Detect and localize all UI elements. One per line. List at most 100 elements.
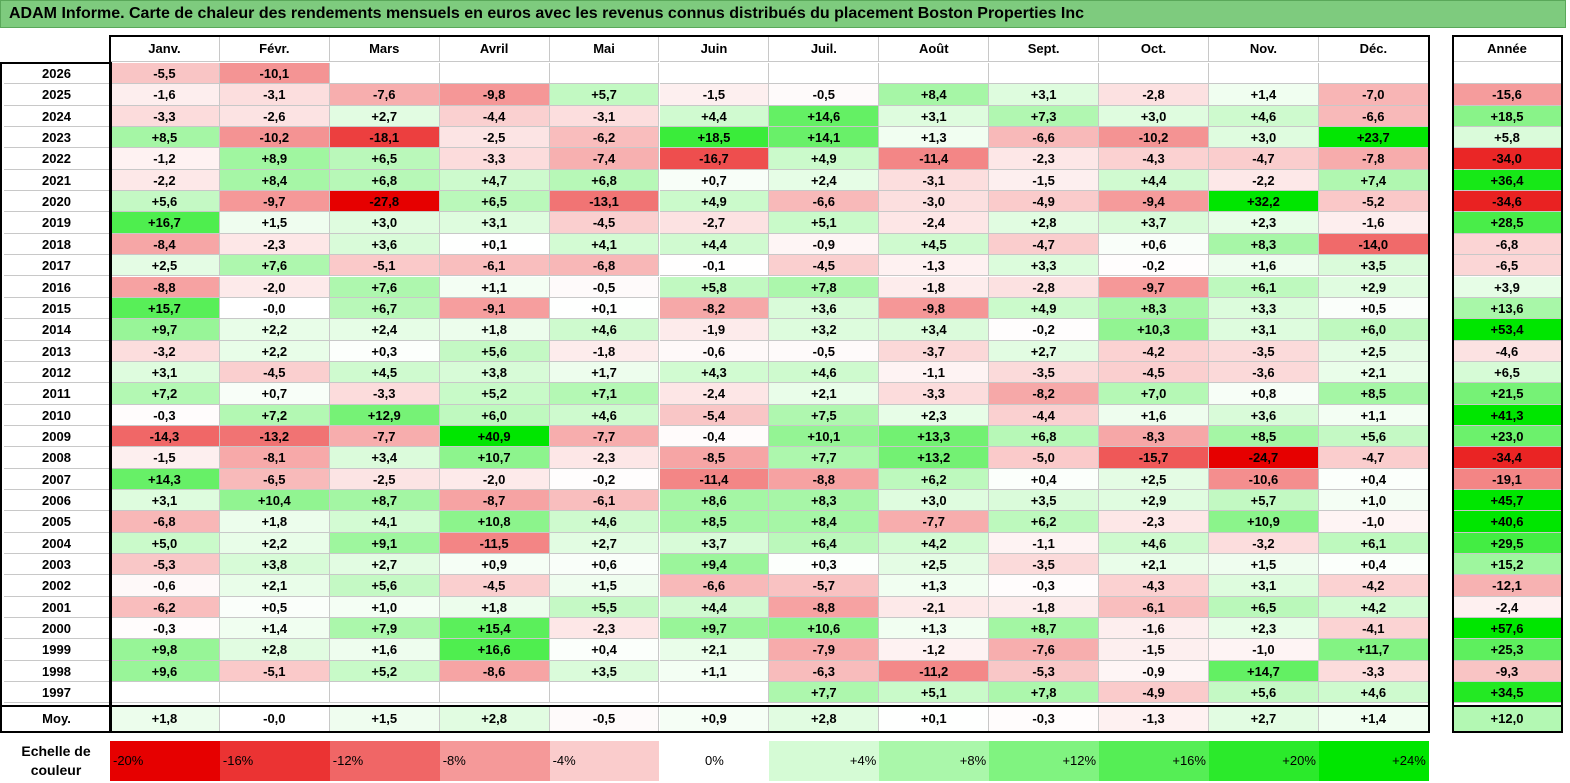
heatmap-cell: -11,5: [439, 532, 550, 555]
heatmap-cell: +3,8: [439, 361, 550, 384]
heatmap-cell: -0,5: [769, 340, 880, 362]
heatmap-cell: -1,3: [879, 255, 990, 277]
heatmap-cell: -1,5: [1099, 639, 1209, 661]
heatmap-cell: -5,2: [1318, 191, 1429, 213]
heatmap-cell: +7,4: [1318, 169, 1429, 192]
row-year-label: 2000: [4, 618, 110, 640]
heatmap-cell: +0,7: [659, 169, 770, 192]
heatmap-cell: +8,3: [1099, 297, 1209, 320]
heatmap-cell: [989, 63, 1100, 85]
heatmap-cell: -9,8: [439, 84, 550, 106]
annual-cell: [1453, 63, 1562, 85]
heatmap-cell: +1,8: [219, 511, 330, 533]
average-separator: [1452, 704, 1563, 707]
row-year-label: 2025: [4, 84, 110, 106]
average-annual-cell: +12,0: [1453, 705, 1562, 732]
heatmap-cell: -3,7: [879, 340, 990, 362]
heatmap-cell: -3,3: [879, 383, 990, 405]
heatmap-cell: -1,6: [1099, 618, 1209, 640]
heatmap-cell: -6,1: [1099, 596, 1209, 619]
heatmap-cell: +1,4: [219, 618, 330, 640]
heatmap-cell: [219, 682, 330, 704]
heatmap-cell: +0,3: [329, 340, 440, 362]
annual-cell: +53,4: [1453, 319, 1562, 341]
heatmap-cell: +8,3: [769, 490, 880, 512]
heatmap-cell: +8,7: [329, 490, 440, 512]
heatmap-cell: -1,6: [110, 84, 220, 106]
heatmap-cell: -10,2: [1099, 127, 1209, 149]
average-cell: +2,7: [1209, 705, 1319, 732]
heatmap-cell: +6,0: [1318, 319, 1429, 341]
heatmap-cell: -3,3: [1318, 660, 1429, 683]
heatmap-cell: -0,0: [219, 297, 330, 320]
row-year-label: 2006: [4, 490, 110, 512]
heatmap-cell: -7,6: [329, 84, 440, 106]
heatmap-cell: +1,7: [549, 361, 660, 384]
heatmap-cell: -2,3: [549, 618, 660, 640]
heatmap-cell: +7,2: [110, 383, 220, 405]
heatmap-cell: +5,7: [549, 84, 660, 106]
heatmap-cell: +4,9: [659, 191, 770, 213]
heatmap-cell: +9,7: [659, 618, 770, 640]
annual-cell: -9,3: [1453, 660, 1562, 683]
heatmap-cell: +3,5: [549, 660, 660, 683]
heatmap-cell: +3,1: [879, 105, 990, 128]
heatmap-cell: +0,5: [1318, 297, 1429, 320]
heatmap-cell: +16,6: [439, 639, 550, 661]
heatmap-cell: +6,8: [329, 169, 440, 192]
heatmap-cell: -2,8: [989, 276, 1100, 298]
color-scale-step: +4%: [769, 741, 880, 781]
heatmap-cell: -0,4: [659, 425, 770, 448]
heatmap-cell: +4,4: [659, 105, 770, 128]
heatmap-cell: -1,1: [989, 532, 1100, 555]
heatmap-cell: -6,3: [769, 660, 880, 683]
annual-cell: +36,4: [1453, 169, 1562, 192]
heatmap-cell: -2,7: [659, 212, 770, 234]
heatmap-cell: [769, 63, 880, 85]
annual-cell: -4,6: [1453, 340, 1562, 362]
row-year-label: 2022: [4, 148, 110, 170]
average-cell: +0,1: [879, 705, 990, 732]
heatmap-cell: -5,7: [769, 575, 880, 597]
heatmap-cell: +8,5: [1209, 425, 1319, 448]
heatmap-cell: +7,1: [549, 383, 660, 405]
heatmap-cell: -4,5: [219, 361, 330, 384]
annual-cell: -34,4: [1453, 447, 1562, 469]
heatmap-cell: +40,9: [439, 425, 550, 448]
color-scale-step: -16%: [219, 741, 330, 781]
heatmap-cell: +0,3: [769, 554, 880, 576]
row-year-label: 2018: [4, 233, 110, 256]
heatmap-cell: -2,0: [219, 276, 330, 298]
heatmap-cell: +6,0: [439, 404, 550, 426]
heatmap-cell: -8,1: [219, 447, 330, 469]
heatmap-cell: +2,9: [1099, 490, 1209, 512]
heatmap-cell: -3,5: [989, 361, 1100, 384]
heatmap-cell: +9,8: [110, 639, 220, 661]
heatmap-cell: +4,7: [439, 169, 550, 192]
heatmap-cell: +6,5: [1209, 596, 1319, 619]
heatmap-cell: +1,1: [1318, 404, 1429, 426]
row-year-label: 2005: [4, 511, 110, 533]
heatmap-cell: +7,9: [329, 618, 440, 640]
heatmap-cell: +1,1: [439, 276, 550, 298]
heatmap-cell: -16,7: [659, 148, 770, 170]
heatmap-cell: +1,1: [659, 660, 770, 683]
heatmap-cell: +3,1: [1209, 319, 1319, 341]
heatmap-cell: +3,8: [219, 554, 330, 576]
heatmap-cell: +2,1: [1318, 361, 1429, 384]
heatmap-cell: [659, 682, 770, 704]
heatmap-cell: +8,4: [879, 84, 990, 106]
heatmap-cell: +4,4: [659, 233, 770, 256]
heatmap-cell: +6,1: [1318, 532, 1429, 555]
annual-cell: +21,5: [1453, 383, 1562, 405]
average-cell: +2,8: [439, 705, 550, 732]
heatmap-cell: +2,5: [110, 255, 220, 277]
heatmap-cell: +1,5: [219, 212, 330, 234]
annual-cell: -2,4: [1453, 596, 1562, 619]
row-year-label: 2014: [4, 319, 110, 341]
heatmap-cell: -8,7: [439, 490, 550, 512]
heatmap-cell: +4,5: [329, 361, 440, 384]
annual-header: Année: [1453, 36, 1562, 62]
row-year-label: 2008: [4, 447, 110, 469]
heatmap-cell: +10,7: [439, 447, 550, 469]
